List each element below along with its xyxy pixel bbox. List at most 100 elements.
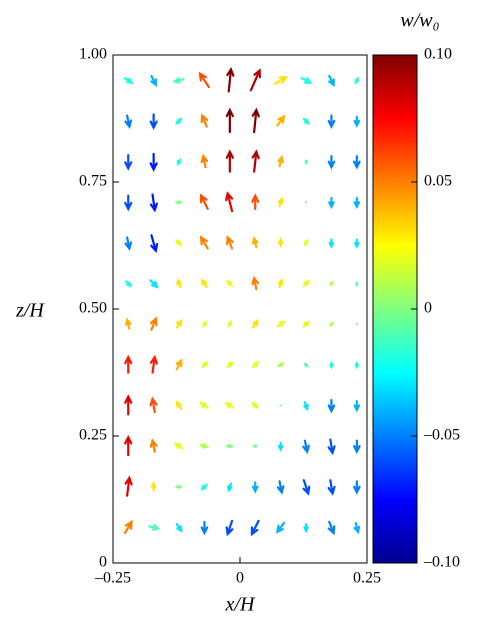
vector-arrow — [149, 279, 159, 289]
vector-arrow — [227, 482, 233, 493]
vector-arrow — [123, 77, 134, 84]
vector-arrow — [327, 114, 336, 129]
vector-arrow — [199, 401, 209, 409]
vector-arrow — [251, 236, 259, 249]
vector-arrow — [328, 74, 335, 87]
vector-arrow — [329, 321, 335, 327]
vector-arrow — [352, 480, 361, 495]
vector-arrow — [354, 361, 360, 370]
vector-arrow — [328, 196, 335, 210]
vector-arrow — [251, 193, 260, 211]
colorbar-tick-label: 0 — [424, 300, 432, 317]
vector-arrow — [124, 434, 133, 457]
vector-arrow — [224, 401, 235, 409]
vector-arrow — [124, 475, 133, 497]
vector-arrow — [225, 443, 234, 449]
colorbar-tick-label: –0.05 — [423, 427, 460, 444]
vector-arrow — [200, 153, 209, 169]
vector-arrow — [302, 479, 311, 496]
vector-arrow — [150, 234, 159, 254]
vector-arrow — [124, 317, 132, 330]
vector-arrow — [277, 441, 284, 452]
vector-arrow — [225, 191, 234, 213]
vector-arrow — [124, 394, 133, 416]
vector-arrow — [353, 196, 361, 210]
vector-arrow — [327, 438, 336, 456]
vector-arrow — [200, 483, 208, 491]
vector-arrow — [275, 521, 286, 534]
vector-arrow — [148, 524, 161, 531]
vector-arrow — [150, 74, 157, 87]
vector-arrow — [124, 354, 133, 374]
vector-arrow — [225, 279, 234, 287]
vector-arrow — [149, 354, 158, 374]
vector-arrow — [175, 400, 183, 410]
y-tick-label: 0 — [99, 554, 107, 571]
vector-arrow — [172, 77, 185, 84]
vector-arrow — [352, 155, 361, 170]
vector-arrow — [300, 77, 313, 84]
vector-arrow — [354, 238, 360, 249]
colorbar-label: w/w₀ — [400, 10, 439, 32]
vector-arrow — [149, 113, 158, 131]
vector-arrow — [176, 277, 182, 288]
vector-arrow — [327, 155, 336, 170]
vector-arrow — [149, 438, 158, 453]
vector-arrow — [249, 68, 262, 92]
colorbar-tick-label: –0.10 — [423, 554, 460, 571]
vector-arrow — [353, 115, 361, 128]
colorbar-tick-label: 0.10 — [424, 46, 452, 63]
x-axis-label: x/H — [225, 594, 256, 616]
vector-arrow — [277, 237, 284, 248]
vector-arrow — [198, 443, 209, 449]
vector-arrow — [124, 153, 133, 171]
vector-arrow — [175, 318, 183, 329]
vector-arrow — [226, 360, 234, 369]
vector-arrow — [303, 523, 309, 534]
vector-arrow — [175, 358, 183, 371]
vector-arrow — [304, 159, 308, 166]
vector-arrow — [201, 360, 209, 369]
vector-arrow — [277, 362, 286, 368]
y-tick-label: 0.75 — [79, 173, 107, 190]
vector-arrow — [225, 519, 234, 537]
vector-arrow — [200, 193, 209, 211]
vector-arrow — [175, 117, 183, 125]
vector-arrow — [328, 238, 335, 249]
vector-arrow — [251, 318, 259, 329]
vector-arrow — [175, 523, 183, 533]
vector-arrow — [327, 398, 336, 414]
vector-arrow — [274, 75, 289, 85]
vector-arrow — [251, 360, 260, 369]
vector-arrow — [174, 484, 183, 489]
vector-arrow — [174, 200, 183, 205]
vector-arrow — [124, 194, 133, 212]
vector-arrow — [353, 400, 361, 413]
colorbar-tick-label: 0.05 — [424, 173, 452, 190]
y-axis-label: z/H — [15, 300, 45, 322]
vector-arrow — [251, 481, 259, 494]
vector-arrow — [276, 114, 286, 127]
vector-arrow — [149, 396, 158, 414]
vector-arrow — [225, 149, 234, 173]
x-tick-label: –0.25 — [94, 570, 131, 587]
vector-arrow — [200, 520, 209, 536]
vector-arrow — [124, 114, 133, 129]
vector-arrow — [176, 158, 182, 167]
vector-arrow — [277, 196, 284, 207]
vector-arrow — [175, 239, 183, 247]
vector-arrow — [329, 361, 334, 370]
vector-arrow — [277, 154, 284, 168]
vector-arrow — [149, 316, 158, 331]
vector-arrow — [302, 117, 310, 125]
vector-arrow — [327, 479, 336, 496]
vector-arrow — [225, 107, 234, 134]
vector-arrow — [123, 519, 133, 535]
vector-arrow — [150, 481, 157, 492]
vector-arrow — [353, 521, 361, 535]
y-tick-label: 0.25 — [79, 427, 107, 444]
vector-arrow — [329, 280, 335, 286]
vector-arrow — [251, 275, 260, 291]
vector-arrow — [250, 519, 260, 537]
